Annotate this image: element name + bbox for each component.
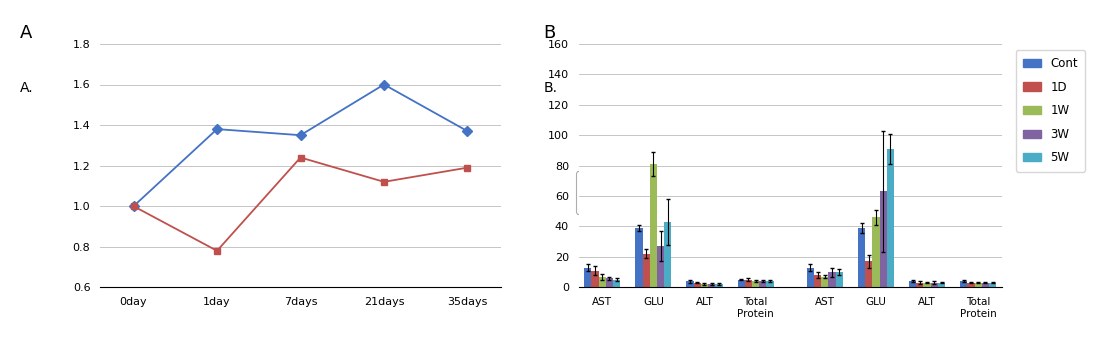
Bar (865, 262, 873, 287)
780VG (210, 249, 224, 253)
Bar (807, 268, 814, 287)
Bar (989, 283, 996, 287)
Bar (701, 284, 708, 287)
Text: A.: A. (20, 81, 33, 95)
Bar (916, 283, 924, 287)
Bar (664, 222, 671, 287)
Bar (873, 217, 879, 287)
Bar (767, 281, 774, 287)
Bar (967, 283, 975, 287)
761VG (377, 82, 391, 87)
Text: B.: B. (543, 81, 558, 95)
Bar (814, 275, 821, 287)
Bar (584, 268, 591, 287)
Bar (828, 272, 836, 287)
Bar (887, 149, 894, 287)
Bar (836, 272, 843, 287)
Line: 780VG: 780VG (130, 154, 471, 254)
Bar (738, 280, 745, 287)
Bar (599, 276, 605, 287)
Bar (605, 278, 613, 287)
Bar (759, 281, 767, 287)
Bar (858, 228, 865, 287)
Bar (909, 281, 916, 287)
761VG (127, 204, 140, 208)
Bar (982, 283, 989, 287)
780VG (377, 180, 391, 184)
Bar (975, 283, 982, 287)
Bar (693, 283, 701, 287)
Bar (821, 276, 828, 287)
Bar (591, 270, 599, 287)
780VG (127, 204, 140, 208)
Bar (938, 283, 945, 287)
Bar (650, 164, 657, 287)
Line: 761VG: 761VG (130, 81, 471, 210)
Bar (961, 281, 967, 287)
780VG (294, 155, 307, 160)
Bar (752, 281, 759, 287)
Bar (613, 280, 620, 287)
Bar (657, 246, 664, 287)
Bar (642, 254, 650, 287)
Text: B: B (543, 24, 555, 42)
Bar (930, 283, 938, 287)
Bar (716, 284, 722, 287)
Bar (924, 283, 930, 287)
761VG (210, 127, 224, 131)
Legend: 761VG, 780VG: 761VG, 780VG (577, 171, 663, 214)
Bar (745, 280, 752, 287)
Legend: Cont, 1D, 1W, 3W, 5W: Cont, 1D, 1W, 3W, 5W (1016, 50, 1085, 171)
761VG (294, 133, 307, 137)
Bar (636, 228, 642, 287)
Bar (687, 281, 693, 287)
761VG (461, 129, 474, 133)
Text: A: A (20, 24, 32, 42)
Bar (879, 191, 887, 287)
780VG (461, 166, 474, 170)
Bar (708, 284, 716, 287)
